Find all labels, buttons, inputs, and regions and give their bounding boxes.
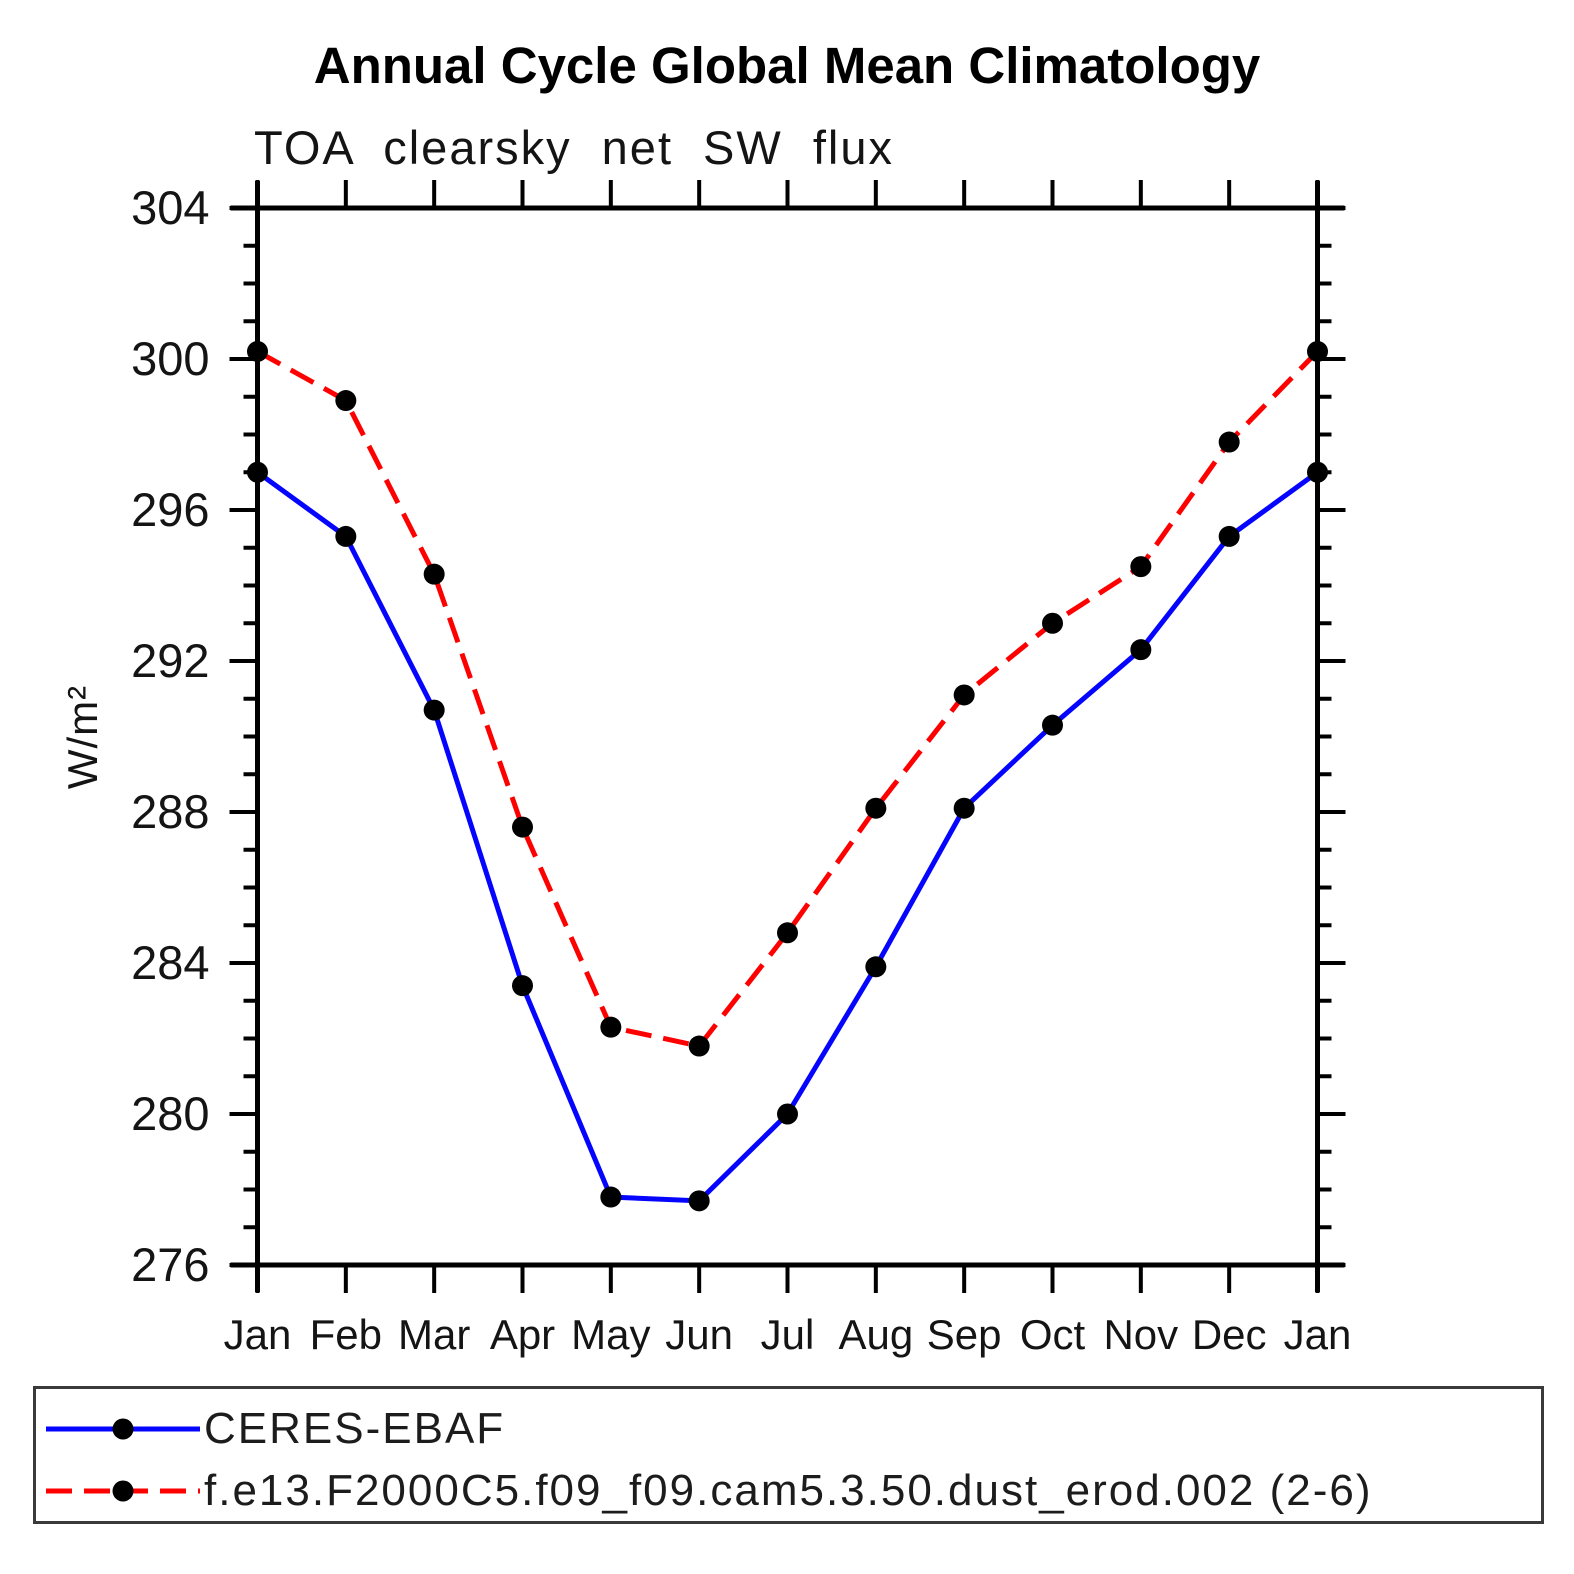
- data-point-marker: [777, 922, 798, 944]
- data-point-marker: [335, 390, 357, 412]
- legend-label: CERES-EBAF: [204, 1404, 506, 1453]
- data-point-marker: [688, 1035, 710, 1057]
- data-point-marker: [423, 563, 445, 585]
- data-point-marker: [423, 699, 445, 721]
- x-tick-label: May: [571, 1311, 650, 1358]
- axes-frame: [230, 181, 1345, 1292]
- x-tick-label: Jan: [1284, 1311, 1352, 1358]
- y-tick-label: 304: [131, 181, 209, 234]
- legend-line-sample-solid: [46, 1418, 200, 1440]
- series-line: [256, 470, 1319, 1204]
- x-tick-label: Aug: [838, 1311, 913, 1358]
- data-point-marker: [865, 956, 887, 978]
- data-point-marker: [865, 797, 887, 819]
- chart-title: Annual Cycle Global Mean Climatology: [313, 37, 1261, 94]
- data-point-marker: [1307, 461, 1328, 483]
- data-point-marker: [600, 1016, 622, 1038]
- y-tick-label: 288: [131, 785, 209, 838]
- y-axis: 276 280 284 288 292 296 300 304: [131, 181, 1346, 1291]
- x-tick-label: Jan: [224, 1311, 292, 1358]
- data-point-marker: [512, 975, 533, 997]
- data-point-marker: [335, 525, 357, 547]
- y-tick-label: 292: [131, 634, 209, 687]
- data-point-marker: [1130, 639, 1152, 661]
- data-point-marker: [1130, 556, 1152, 578]
- x-tick-label: Mar: [398, 1311, 470, 1358]
- data-point-marker: [953, 797, 975, 819]
- x-tick-label: Nov: [1103, 1311, 1178, 1358]
- x-tick-label: Apr: [490, 1311, 555, 1358]
- data-point-marker: [1218, 525, 1240, 547]
- data-point-marker: [1218, 431, 1240, 453]
- legend-item-model: f.e13.F2000C5.f09_f09.cam5.3.50.dust_ero…: [44, 1466, 1373, 1515]
- legend: CERES-EBAF f.e13.F2000C5.f09_f09.cam5.3.…: [33, 1386, 1544, 1524]
- y-tick-label: 296: [131, 483, 209, 536]
- data-point-marker: [777, 1103, 798, 1125]
- chart-subtitle: TOA clearsky net SW flux: [254, 121, 894, 174]
- x-tick-label: Dec: [1192, 1311, 1267, 1358]
- legend-sample-marker: [112, 1418, 134, 1440]
- data-point-marker: [512, 816, 533, 838]
- y-tick-label: 284: [131, 936, 209, 989]
- x-axis: Jan Feb Mar Apr May Jun Jul Aug Sep Oct Nov Dec Jan: [224, 180, 1352, 1358]
- x-tick-label: Oct: [1020, 1311, 1086, 1358]
- legend-sample-marker: [112, 1480, 134, 1502]
- data-point-marker: [953, 684, 975, 706]
- data-point-marker: [1307, 340, 1328, 362]
- data-point-marker: [247, 461, 268, 483]
- x-tick-label: Feb: [310, 1311, 382, 1358]
- legend-item-ceres-ebaf: CERES-EBAF: [44, 1404, 506, 1453]
- data-point-marker: [1042, 714, 1063, 736]
- legend-label: f.e13.F2000C5.f09_f09.cam5.3.50.dust_ero…: [204, 1466, 1373, 1515]
- y-tick-label: 280: [131, 1087, 209, 1140]
- data-point-marker: [688, 1190, 710, 1212]
- legend-line-sample-dashed: [46, 1480, 200, 1502]
- data-point-marker: [247, 340, 268, 362]
- y-tick-label: 300: [131, 332, 209, 385]
- data-point-marker: [600, 1186, 622, 1208]
- data-point-marker: [1042, 612, 1063, 634]
- x-tick-label: Jul: [761, 1311, 815, 1358]
- x-tick-label: Jun: [665, 1311, 733, 1358]
- series-0: [247, 461, 1328, 1212]
- series-1: [247, 340, 1328, 1057]
- x-tick-label: Sep: [927, 1311, 1002, 1358]
- y-tick-label: 276: [131, 1238, 209, 1291]
